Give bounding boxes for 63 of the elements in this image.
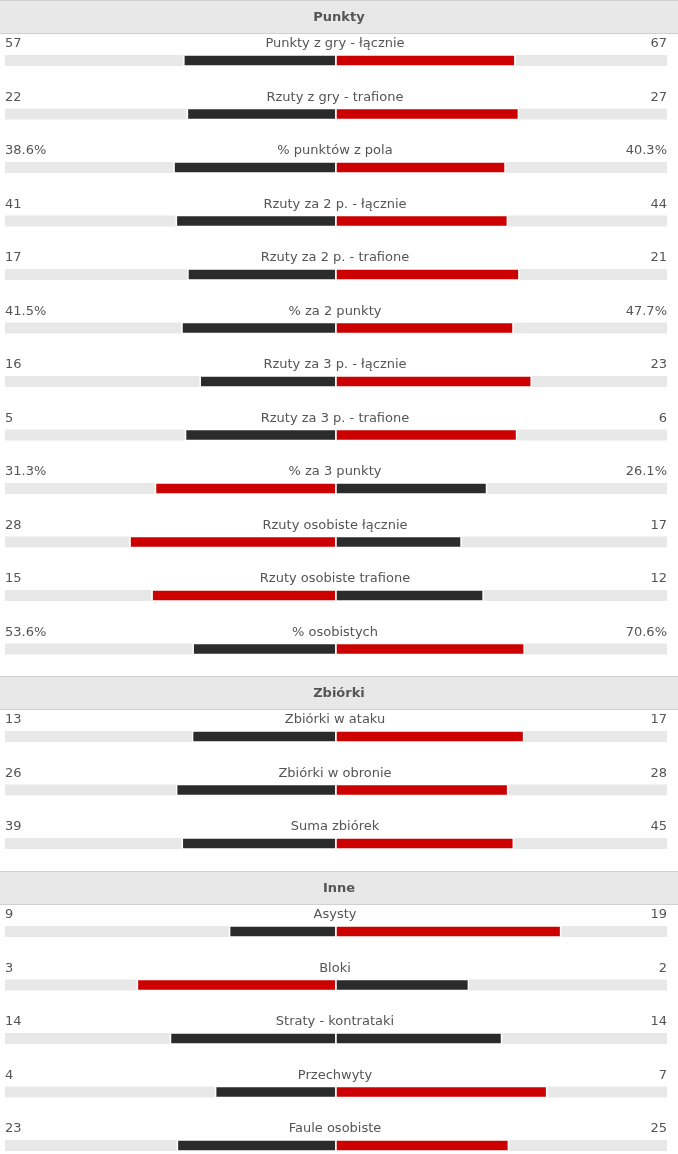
- category-label: Rzuty osobiste trafione: [259, 570, 411, 585]
- data-label: 22: [5, 88, 22, 104]
- data-label: 39: [5, 818, 22, 833]
- data-label: 16: [5, 356, 22, 371]
- category-label: Rzuty za 2 p. - łącznie: [263, 195, 407, 211]
- data-label: 7: [658, 1066, 667, 1081]
- data-label: 17: [5, 249, 22, 264]
- data-label: 53.6%: [5, 623, 47, 639]
- data-label: 67: [650, 35, 667, 50]
- category-label: Bloki: [319, 959, 351, 974]
- data-label: 45: [650, 818, 667, 833]
- data-label: 47.7%: [625, 302, 667, 318]
- data-label: 26.1%: [625, 463, 667, 478]
- data-label: 57: [5, 35, 22, 50]
- text: Punkty: [0, 0, 678, 34]
- data-label: 27: [650, 88, 667, 104]
- data-label: 40.3%: [625, 142, 667, 157]
- data-label: 9: [5, 905, 14, 921]
- category-label: % punktów z pola: [277, 142, 393, 157]
- data-label: 21: [650, 249, 667, 264]
- data-label: 3: [5, 959, 14, 974]
- text: Zbiórki: [0, 676, 678, 710]
- data-label: 5: [5, 409, 14, 425]
- data-label: 25: [650, 1119, 667, 1135]
- data-label: 12: [650, 570, 667, 585]
- category-label: Punkty z gry - łącznie: [265, 35, 405, 50]
- category-label: Zbiórki w ataku: [284, 711, 386, 726]
- data-label: 17: [650, 711, 667, 726]
- category-label: Asysty: [313, 905, 357, 921]
- data-label: 28: [5, 516, 22, 532]
- data-label: 41.5%: [5, 302, 47, 318]
- category-label: Zbiórki w obronie: [278, 764, 392, 780]
- category-label: Rzuty z gry - trafione: [266, 88, 404, 104]
- data-label: 14: [650, 1012, 667, 1028]
- data-label: 17: [650, 516, 667, 532]
- data-label: 26: [5, 764, 22, 780]
- data-label: 14: [5, 1012, 22, 1028]
- data-label: 41: [5, 195, 22, 211]
- data-label: 38.6%: [5, 142, 47, 157]
- data-label: 2: [658, 959, 667, 974]
- data-label: 23: [650, 356, 667, 371]
- category-label: % za 2 punkty: [288, 302, 382, 318]
- text: Inne: [0, 870, 678, 905]
- data-label: 70.6%: [625, 623, 667, 639]
- data-label: 44: [650, 195, 667, 211]
- category-label: % za 3 punkty: [288, 463, 382, 478]
- category-label: Faule osobiste: [288, 1119, 382, 1135]
- category-label: Rzuty za 3 p. - łącznie: [263, 356, 407, 371]
- category-label: Rzuty za 3 p. - trafione: [260, 409, 410, 425]
- category-label: % osobistych: [292, 623, 378, 639]
- data-label: 15: [5, 570, 22, 585]
- data-label: 4: [5, 1066, 14, 1081]
- data-label: 28: [650, 764, 667, 780]
- data-label: 13: [5, 711, 22, 726]
- data-label: 6: [658, 409, 667, 425]
- data-label: 31.3%: [5, 463, 47, 478]
- category-label: Rzuty osobiste łącznie: [262, 516, 408, 532]
- category-label: Przechwyty: [297, 1066, 373, 1081]
- category-label: Straty - kontrataki: [275, 1012, 395, 1028]
- data-label: 23: [5, 1119, 22, 1135]
- data-label: 19: [650, 905, 667, 921]
- category-label: Rzuty za 2 p. - trafione: [260, 249, 410, 264]
- category-label: Suma zbiórek: [290, 818, 380, 833]
